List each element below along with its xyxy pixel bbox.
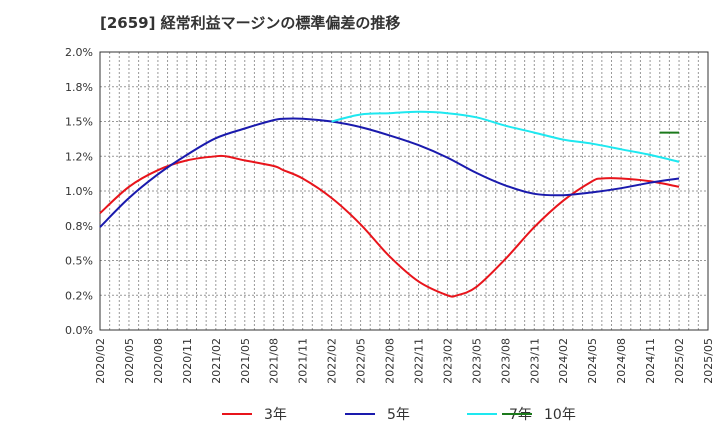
x-tick-label: 2022/11	[412, 338, 425, 384]
y-tick-label: 0.2%	[65, 289, 93, 302]
x-tick-label: 2024/05	[586, 338, 599, 384]
x-tick-label: 2024/02	[557, 338, 570, 384]
x-tick-label: 2022/02	[326, 338, 339, 384]
x-tick-label: 2023/08	[499, 338, 512, 384]
axes: 0.0% 0.2% 0.5% 0.8% 1.0% 1.2% 1.5% 1.8% 2.0% 2020…	[65, 46, 715, 384]
x-tick-label: 2022/05	[355, 338, 368, 384]
x-tick-label: 2020/05	[123, 338, 136, 384]
y-tick-label: 0.0%	[65, 324, 93, 337]
x-tick-label: 2021/02	[210, 338, 223, 384]
y-tick-label: 0.5%	[65, 255, 93, 268]
y-tick-label: 0.8%	[65, 220, 93, 233]
x-tick-label: 2025/05	[702, 338, 715, 384]
legend-label-3: 10年	[544, 407, 576, 423]
x-tick-label: 2025/02	[673, 338, 686, 384]
chart-title: [2659] 経常利益マージンの標準偏差の推移	[100, 14, 401, 32]
x-tick-label: 2021/11	[297, 338, 310, 384]
y-tick-label: 2.0%	[65, 46, 93, 59]
x-tick-label: 2021/05	[239, 338, 252, 384]
x-tick-label: 2020/02	[94, 338, 107, 384]
x-tick-label: 2023/11	[528, 338, 541, 384]
plot-border	[99, 51, 709, 331]
legend: 3年5年7年10年	[222, 407, 576, 423]
series-line-0	[99, 154, 680, 298]
series-lines	[99, 110, 680, 298]
x-tick-label: 2020/08	[152, 338, 165, 384]
x-tick-label: 2024/11	[644, 338, 657, 384]
x-tick-label: 2023/02	[441, 338, 454, 384]
y-tick-label: 1.5%	[65, 116, 93, 129]
x-tick-label: 2020/11	[181, 338, 194, 384]
y-tick-label: 1.0%	[65, 185, 93, 198]
grid-lines	[100, 52, 708, 330]
series-line-1	[99, 117, 680, 228]
legend-label-1: 5年	[387, 407, 410, 423]
y-tick-label: 1.2%	[65, 150, 93, 163]
legend-label-0: 3年	[264, 407, 287, 423]
series-line-2	[331, 110, 680, 163]
x-tick-label: 2022/08	[384, 338, 397, 384]
x-tick-label: 2021/08	[268, 338, 281, 384]
x-tick-label: 2024/08	[615, 338, 628, 384]
y-tick-label: 1.8%	[65, 81, 93, 94]
x-tick-label: 2023/05	[470, 338, 483, 384]
